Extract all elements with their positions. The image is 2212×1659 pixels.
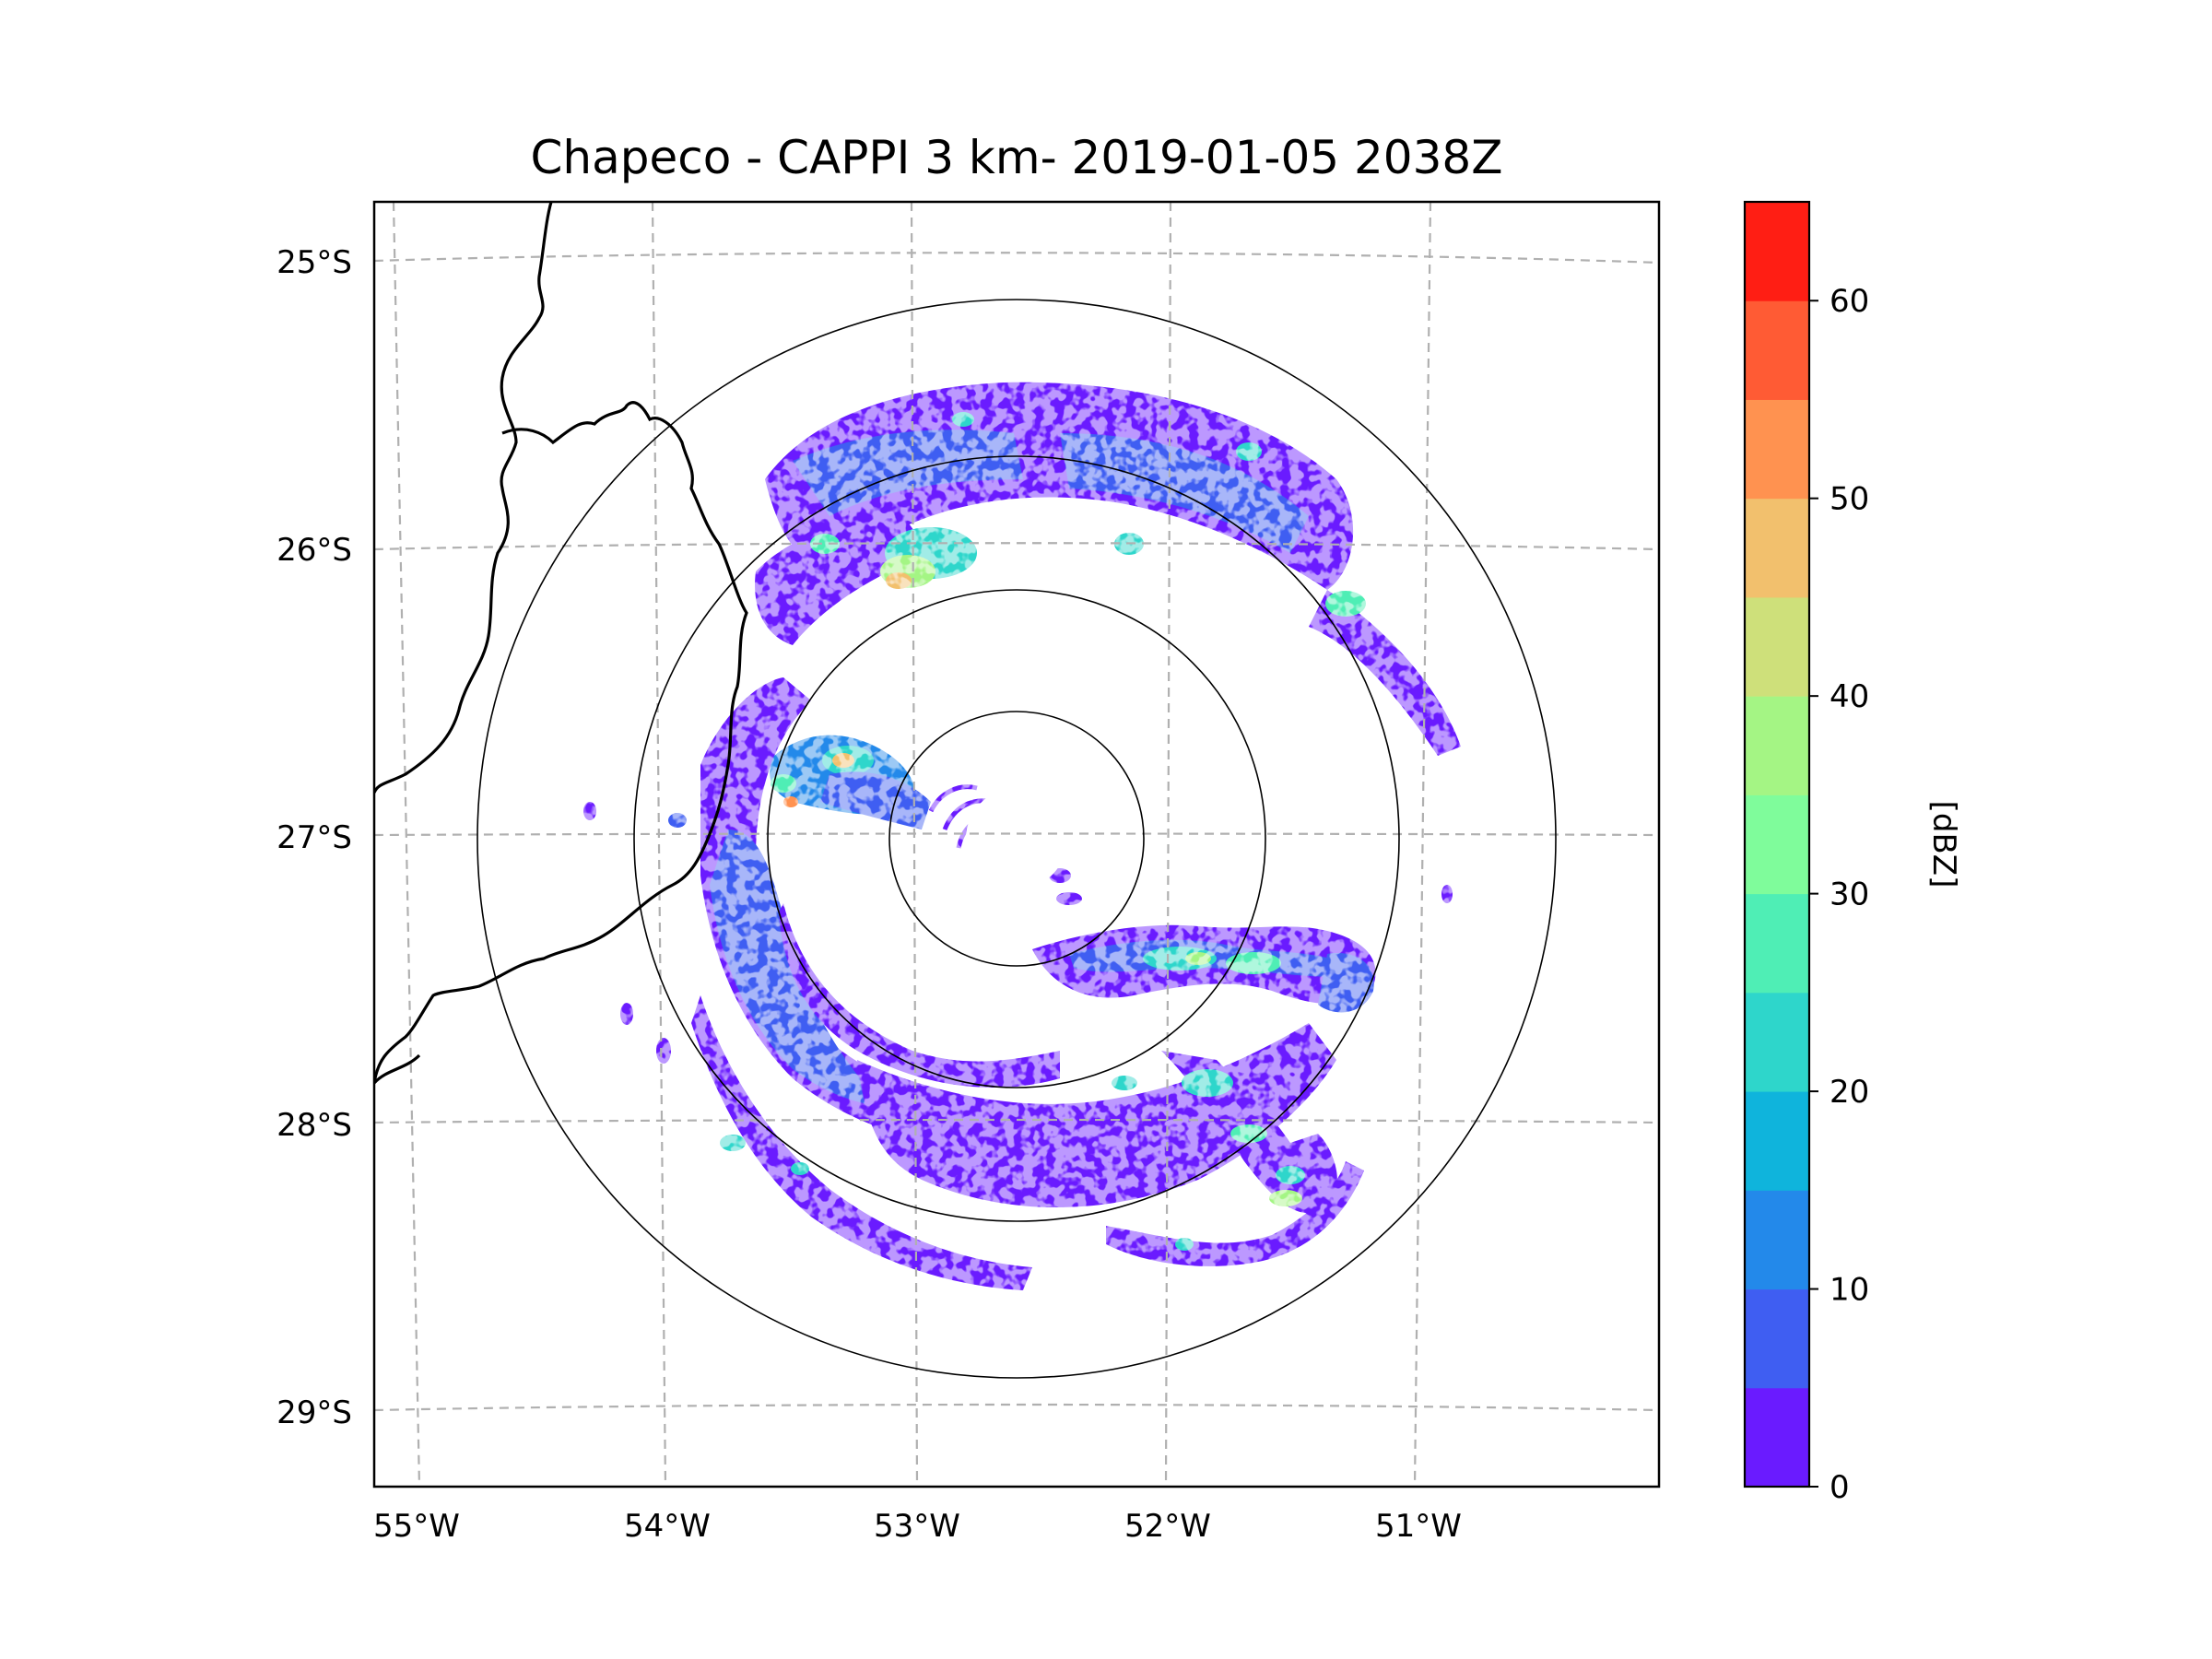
gridline bbox=[374, 1403, 1659, 1412]
lon-label-52w: 52°W bbox=[1124, 1508, 1211, 1545]
colorbar-bin bbox=[1745, 596, 1809, 697]
colorbar-bin bbox=[1745, 794, 1809, 895]
coastline bbox=[374, 202, 748, 1085]
colorbar-bin bbox=[1745, 202, 1809, 301]
colorbar: 0 10 20 30 40 50 60 [dBZ] bbox=[1743, 200, 1962, 1506]
range-ring-2 bbox=[767, 589, 1266, 1088]
gridline bbox=[392, 202, 421, 1487]
colorbar-label: [dBZ] bbox=[1925, 801, 1962, 888]
border-west bbox=[374, 202, 553, 794]
colorbar-tick-label: 10 bbox=[1830, 1272, 1869, 1309]
colorbar-bin bbox=[1745, 992, 1809, 1092]
gridline bbox=[1413, 202, 1432, 1487]
lon-label-54w: 54°W bbox=[624, 1508, 711, 1545]
colorbar-bin bbox=[1745, 893, 1809, 994]
range-rings bbox=[477, 299, 1557, 1379]
colorbar-tick-label: 60 bbox=[1830, 283, 1869, 320]
gridline bbox=[374, 832, 1659, 837]
colorbar-bin bbox=[1745, 1190, 1809, 1290]
lon-labels: 55°W 54°W 53°W 52°W 51°W bbox=[373, 1508, 1462, 1545]
radar-center-blank bbox=[966, 788, 1067, 889]
lon-label-51w: 51°W bbox=[1375, 1508, 1462, 1545]
colorbar-tick-label: 30 bbox=[1830, 877, 1869, 913]
lat-label-26s: 26°S bbox=[276, 532, 352, 569]
lat-label-27s: 27°S bbox=[276, 819, 352, 856]
gridline bbox=[374, 1118, 1659, 1124]
lon-label-55w: 55°W bbox=[373, 1508, 460, 1545]
gridline bbox=[651, 202, 667, 1487]
range-ring-3 bbox=[633, 455, 1400, 1222]
gridline bbox=[374, 542, 1659, 551]
gridline bbox=[374, 252, 1659, 265]
map-area bbox=[374, 202, 1659, 1487]
chart-title: Chapeco - CAPPI 3 km- 2019-01-05 2038Z bbox=[531, 131, 1503, 184]
colorbar-tick-label: 40 bbox=[1830, 678, 1869, 715]
colorbar-bin bbox=[1745, 1091, 1809, 1191]
range-ring-1 bbox=[888, 711, 1145, 967]
border-south bbox=[374, 1053, 421, 1085]
gridline bbox=[910, 202, 919, 1487]
colorbar-bin bbox=[1745, 399, 1809, 500]
colorbar-tick-label: 20 bbox=[1830, 1074, 1869, 1111]
lat-label-29s: 29°S bbox=[276, 1394, 352, 1431]
lat-label-28s: 28°S bbox=[276, 1107, 352, 1144]
colorbar-tick-label: 0 bbox=[1830, 1469, 1850, 1506]
map-frame bbox=[372, 200, 1661, 1488]
gridlines bbox=[374, 202, 1659, 1487]
colorbar-bin bbox=[1745, 696, 1809, 795]
colorbar-bin bbox=[1745, 1387, 1809, 1488]
lon-label-53w: 53°W bbox=[874, 1508, 960, 1545]
colorbar-bin bbox=[1745, 1288, 1809, 1389]
colorbar-bin bbox=[1745, 300, 1809, 400]
range-ring-4 bbox=[477, 299, 1557, 1379]
colorbar-frame bbox=[1743, 200, 1811, 1488]
gridline bbox=[1164, 202, 1172, 1487]
colorbar-ticks: 0 10 20 30 40 50 60 bbox=[1809, 283, 1869, 1506]
colorbar-tick-label: 50 bbox=[1830, 481, 1869, 518]
lat-label-25s: 25°S bbox=[276, 244, 352, 281]
border-state bbox=[374, 401, 748, 1084]
colorbar-bins bbox=[1745, 202, 1809, 1488]
lat-labels: 25°S 26°S 27°S 28°S 29°S bbox=[276, 244, 352, 1431]
colorbar-bin bbox=[1745, 498, 1809, 598]
